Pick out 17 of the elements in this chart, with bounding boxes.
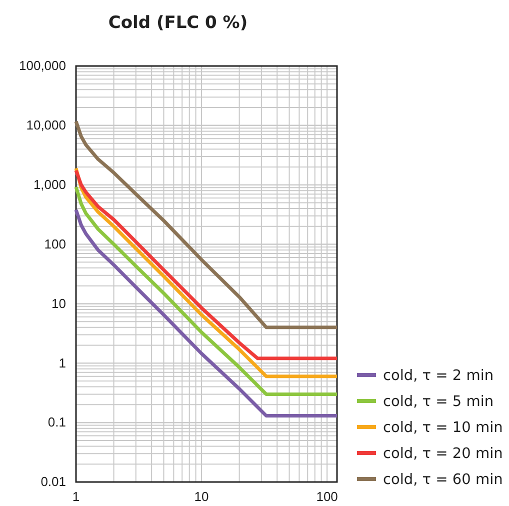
y-tick-label: 10,000 bbox=[26, 118, 66, 133]
y-tick-label: 1 bbox=[58, 355, 66, 370]
y-tick-label: 1,000 bbox=[33, 177, 66, 192]
y-tick-label: 100 bbox=[44, 236, 66, 252]
legend-label: cold, τ = 5 min bbox=[383, 394, 494, 410]
chart-title: Cold (FLC 0 %) bbox=[108, 13, 248, 33]
y-tick-label: 100,000 bbox=[19, 58, 66, 74]
y-tick-label: 0.01 bbox=[40, 474, 66, 490]
y-tick-label: 10 bbox=[52, 296, 66, 311]
legend-label: cold, τ = 2 min bbox=[383, 368, 494, 384]
legend-label: cold, τ = 60 min bbox=[383, 472, 503, 488]
y-tick-label: 0.1 bbox=[48, 414, 66, 430]
legend-label: cold, τ = 20 min bbox=[383, 446, 503, 462]
legend-label: cold, τ = 10 min bbox=[383, 420, 503, 436]
x-tick-label: 1 bbox=[72, 489, 80, 504]
x-tick-label: 10 bbox=[194, 489, 209, 504]
x-tick-label: 100 bbox=[316, 489, 338, 504]
